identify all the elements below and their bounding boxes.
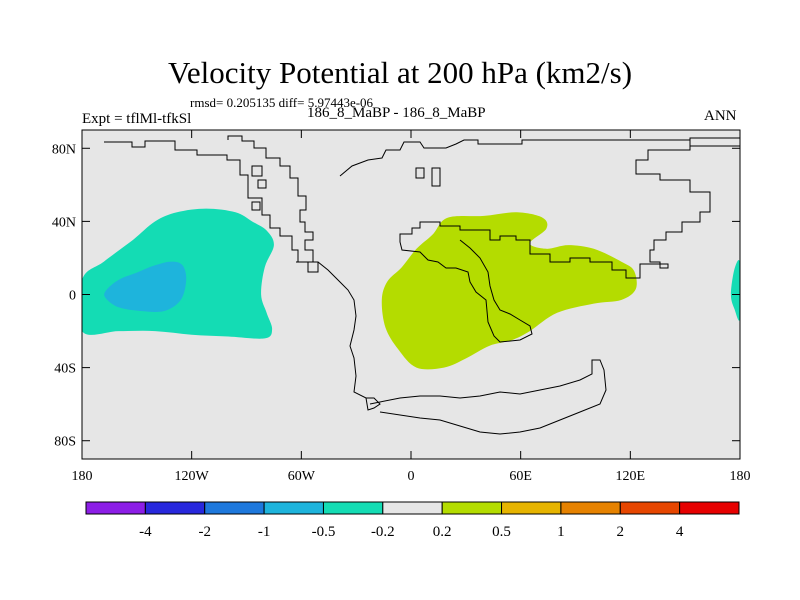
- colorbar-label: 0.5: [492, 524, 511, 540]
- colorbar-box: [144, 501, 206, 515]
- arctic-islands-outline: [251, 165, 441, 211]
- region-pacific-core-minimum: [104, 261, 187, 312]
- colorbar: -4 -2 -1 -0.5 -0.2 0.2 0.5 1 2 4: [85, 501, 740, 540]
- continent-outlines: [104, 135, 741, 435]
- colorbar-box: [263, 501, 324, 515]
- colorbar-box: [85, 501, 146, 515]
- south-america-outline: [296, 261, 381, 411]
- colorbar-label: -0.2: [371, 524, 395, 540]
- colorbar-box: [679, 501, 740, 515]
- colorbar-label: -2: [198, 524, 211, 540]
- antarctica-edge-outline: [369, 359, 607, 435]
- x-tick-label: 120W: [175, 469, 210, 484]
- chart-title: Velocity Potential at 200 hPa (km2/s): [167, 55, 633, 90]
- axis-ticks: 180 120W 60W 0 60E 120E 180 80N 40N 0 40S 80S: [52, 130, 751, 484]
- north-america-outline: [104, 135, 319, 273]
- rmsd-stats: rmsd= 0.205135 diff= 5.97443e-06: [190, 95, 374, 110]
- y-tick-label: 40S: [54, 362, 76, 377]
- colorbar-label: 4: [676, 524, 684, 540]
- colorbar-box: [322, 501, 384, 515]
- y-tick-label: 80S: [54, 435, 76, 450]
- x-tick-label: 180: [72, 469, 93, 484]
- experiment-label: Expt = tflMl-tfkSl: [82, 111, 192, 127]
- y-tick-label: 40N: [52, 215, 76, 230]
- y-tick-label: 80N: [52, 142, 76, 157]
- anomaly-regions: [82, 208, 740, 370]
- colorbar-box: [204, 501, 265, 515]
- x-tick-label: 120E: [616, 469, 646, 484]
- region-africa-indian-ocean-positive-anomaly: [381, 212, 637, 370]
- region-dateline-edge: [730, 260, 740, 321]
- x-tick-label: 0: [408, 469, 415, 484]
- x-tick-label: 60E: [509, 469, 532, 484]
- colorbar-label: 2: [617, 524, 625, 540]
- colorbar-box: [619, 501, 681, 515]
- colorbar-box: [560, 501, 621, 515]
- colorbar-box: [501, 501, 562, 515]
- case-comparison-label: 186_8_MaBP - 186_8_MaBP: [307, 105, 486, 121]
- colorbar-label: -1: [258, 524, 271, 540]
- x-tick-label: 60W: [288, 469, 316, 484]
- colorbar-label: -0.5: [312, 524, 336, 540]
- colorbar-box: [382, 501, 443, 515]
- y-tick-label: 0: [69, 289, 76, 304]
- colorbar-box: [441, 501, 503, 515]
- colorbar-label: 1: [557, 524, 565, 540]
- colorbar-label: -4: [139, 524, 152, 540]
- x-tick-label: 180: [730, 469, 751, 484]
- colorbar-label: 0.2: [433, 524, 452, 540]
- eurasia-africa-outline: [339, 137, 741, 343]
- season-label: ANN: [704, 108, 737, 124]
